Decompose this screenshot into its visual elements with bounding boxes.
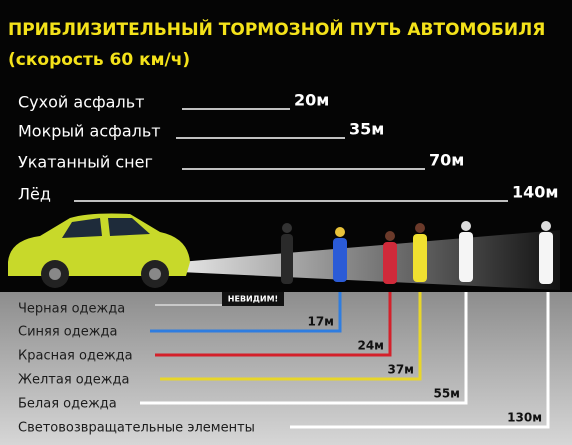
- visibility-value: НЕВИДИМ!: [228, 295, 278, 304]
- visibility-label: Желтая одежда: [18, 373, 129, 388]
- braking-label: Сухой асфальт: [18, 93, 144, 112]
- visibility-label: Белая одежда: [18, 397, 117, 412]
- title: ПРИБЛИЗИТЕЛЬНЫЙ ТОРМОЗНОЙ ПУТЬ АВТОМОБИЛ…: [8, 18, 545, 40]
- visibility-label: Красная одежда: [18, 349, 133, 364]
- braking-value: 20м: [294, 91, 329, 110]
- subtitle: (скорость 60 км/ч): [8, 50, 190, 70]
- visibility-label: Черная одежда: [18, 302, 125, 317]
- braking-label: Лёд: [18, 185, 51, 204]
- visibility-value: 37м: [387, 363, 414, 377]
- visibility-label: Синяя одежда: [18, 325, 117, 340]
- infographic: ПРИБЛИЗИТЕЛЬНЫЙ ТОРМОЗНОЙ ПУТЬ АВТОМОБИЛ…: [0, 0, 572, 445]
- visibility-value: 17м: [307, 315, 334, 329]
- visibility-value: 130м: [507, 411, 542, 425]
- visibility-value: 24м: [357, 339, 384, 353]
- braking-label: Укатанный снег: [18, 153, 153, 172]
- braking-value: 140м: [512, 183, 558, 202]
- braking-value: 70м: [429, 151, 464, 170]
- visibility-value: 55м: [433, 387, 460, 401]
- braking-value: 35м: [349, 120, 384, 139]
- visibility-label: Световозвращательные элементы: [18, 421, 255, 436]
- braking-label: Мокрый асфальт: [18, 122, 161, 141]
